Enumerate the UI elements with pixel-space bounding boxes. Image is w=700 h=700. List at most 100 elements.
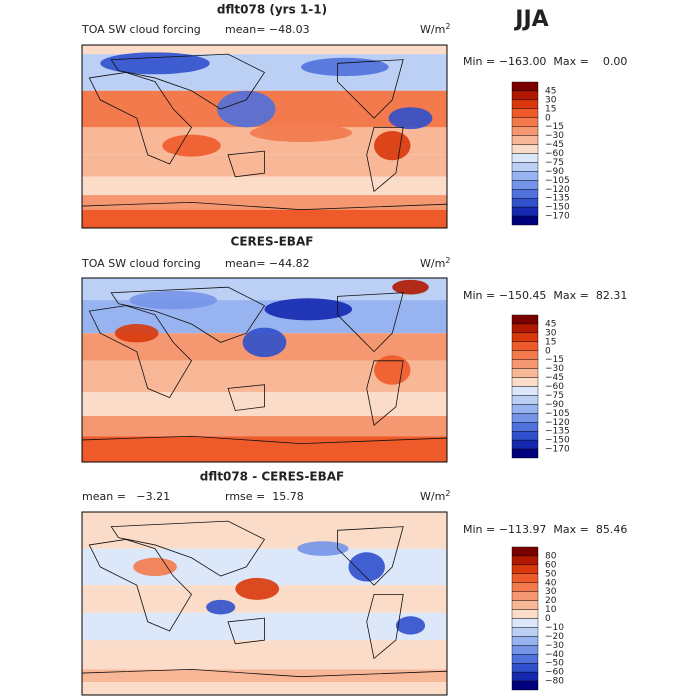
units-label: W/m2 xyxy=(420,256,450,271)
colorbar-label: −90 xyxy=(545,167,564,177)
colorbar-box xyxy=(511,81,539,92)
map-band xyxy=(82,176,447,196)
colorbar-label: −75 xyxy=(545,158,564,168)
map-region xyxy=(392,279,429,295)
colorbar-label: 20 xyxy=(545,596,557,606)
colorbar-box xyxy=(511,197,539,208)
map-frame xyxy=(81,511,448,696)
colorbar-box xyxy=(511,546,539,557)
stat-label: mean= −44.82 xyxy=(225,257,310,270)
colorbar-label: −60 xyxy=(545,668,564,678)
colorbar-label: −105 xyxy=(545,176,570,186)
coastline xyxy=(227,384,265,411)
map-band xyxy=(82,416,447,437)
colorbar-label: −30 xyxy=(545,364,564,374)
colorbar-label: 0 xyxy=(545,113,551,123)
map-band xyxy=(82,195,447,210)
colorbar-label: −135 xyxy=(545,194,570,204)
range-label: Min = −163.00 Max = 0.00 xyxy=(463,55,627,68)
colorbar-box xyxy=(511,404,539,414)
colorbar-label: −170 xyxy=(545,212,570,222)
map-region xyxy=(264,298,353,321)
map-region xyxy=(206,599,236,615)
colorbar-label: −20 xyxy=(545,632,564,642)
colorbar-label: −15 xyxy=(545,122,564,132)
coastline xyxy=(227,150,265,178)
colorbar-label: −30 xyxy=(545,641,564,651)
map-band xyxy=(82,682,447,695)
map-region xyxy=(242,327,287,358)
colorbar-box xyxy=(511,591,539,601)
map xyxy=(82,45,447,228)
season-label: JJA xyxy=(513,7,548,32)
units: W/m xyxy=(420,490,445,503)
map-region xyxy=(217,90,276,128)
map-region xyxy=(162,134,221,157)
colorbar-box xyxy=(511,395,539,405)
units-exponent: 2 xyxy=(445,22,450,31)
colorbar-label: −105 xyxy=(545,409,570,419)
coastline xyxy=(110,286,266,343)
colorbar-label: −120 xyxy=(545,185,570,195)
colorbar-box xyxy=(511,108,539,118)
colorbar-box xyxy=(511,564,539,575)
colorbar-box xyxy=(511,314,539,325)
colorbar-box xyxy=(511,323,539,334)
colorbar-box xyxy=(511,162,539,172)
coastline xyxy=(88,72,193,165)
stat-label: rmse = 15.78 xyxy=(225,490,304,503)
colorbar-label: 30 xyxy=(545,328,557,338)
map-region xyxy=(100,52,210,75)
coastline xyxy=(337,526,404,586)
colorbar-label: −15 xyxy=(545,355,564,365)
panel-title: dflt078 (yrs 1-1) xyxy=(217,3,327,17)
colorbar-label: −60 xyxy=(545,382,564,392)
colorbar-box xyxy=(511,636,539,646)
colorbar-label: −80 xyxy=(545,677,564,687)
colorbar-label: 10 xyxy=(545,605,557,615)
colorbar-box xyxy=(511,600,539,610)
variable-label: TOA SW cloud forcing xyxy=(81,257,201,270)
colorbar-box xyxy=(511,126,539,136)
coastline xyxy=(82,201,447,228)
colorbar-label: −45 xyxy=(545,140,564,150)
map-region xyxy=(395,616,426,635)
map-region xyxy=(114,324,159,343)
coastline xyxy=(82,435,447,462)
colorbar-label: 15 xyxy=(545,104,556,114)
units: W/m xyxy=(420,257,445,270)
colorbar-box xyxy=(511,90,539,101)
range-label: Min = −150.45 Max = 82.31 xyxy=(463,289,627,302)
map-region xyxy=(129,290,218,310)
colorbar-label: −10 xyxy=(545,623,564,633)
colorbar-box xyxy=(511,341,539,351)
colorbar-label: −150 xyxy=(545,203,570,213)
coastline xyxy=(88,539,193,632)
colorbar-label: −150 xyxy=(545,436,570,446)
map-band xyxy=(82,45,447,55)
colorbar-box xyxy=(511,153,539,163)
colorbar-label: −60 xyxy=(545,149,564,159)
colorbar-box xyxy=(511,439,539,450)
coastline xyxy=(110,53,266,110)
map-frame xyxy=(81,277,448,463)
colorbar-label: 0 xyxy=(545,614,551,624)
coastline xyxy=(366,360,404,426)
coastline xyxy=(337,59,404,119)
colorbar-box xyxy=(511,680,539,691)
colorbar-label: 30 xyxy=(545,95,557,105)
map-region xyxy=(374,355,411,385)
stat-label: mean= −48.03 xyxy=(225,23,310,36)
map-band xyxy=(82,640,447,670)
units-label: W/m2 xyxy=(420,22,450,37)
units-label: W/m2 xyxy=(420,489,450,504)
map-region xyxy=(235,577,280,600)
map-region xyxy=(249,123,353,142)
map xyxy=(82,512,447,695)
colorbar-box xyxy=(511,377,539,387)
map-region xyxy=(374,131,411,161)
colorbar-box xyxy=(511,368,539,378)
units: W/m xyxy=(420,23,445,36)
stat-label: mean = −3.21 xyxy=(82,490,170,503)
